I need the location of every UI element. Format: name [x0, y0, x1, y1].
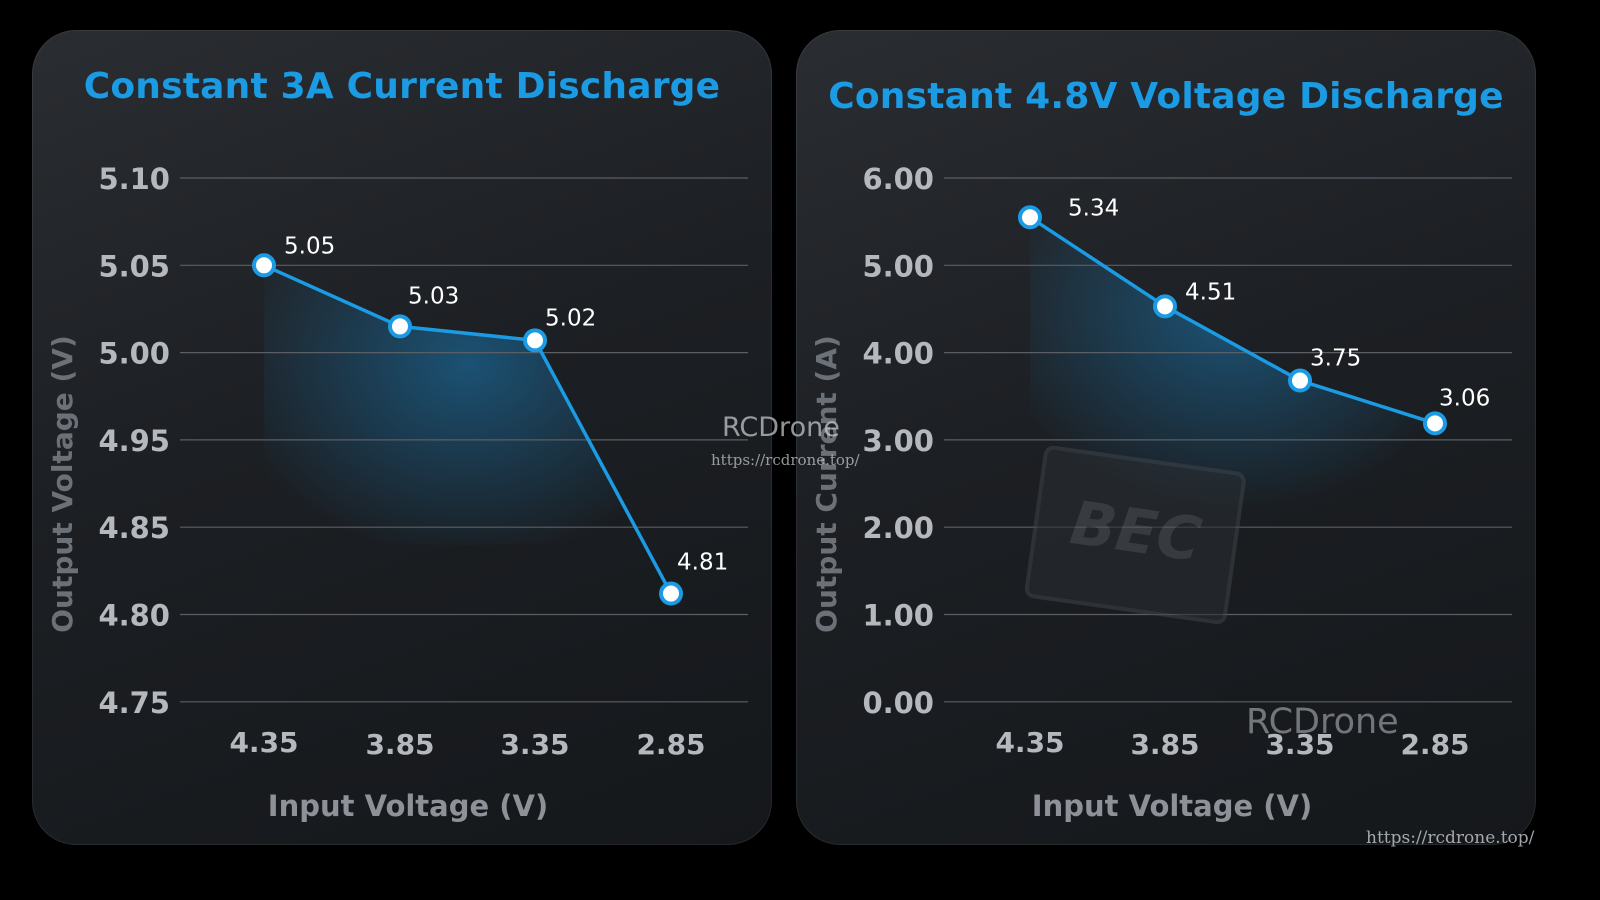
data-label: 4.81: [677, 550, 728, 576]
data-point: [523, 328, 547, 353]
y-tick-label: 5.05: [98, 249, 170, 283]
x-tick-label: 3.85: [1130, 728, 1199, 761]
y-tick-label: 5.00: [98, 337, 170, 371]
y-tick-label: 5.10: [98, 162, 170, 196]
data-label: 5.05: [284, 233, 335, 259]
series-glow-area: [264, 265, 671, 594]
data-label: 3.75: [1310, 346, 1361, 372]
y-tick-label: 6.00: [862, 162, 934, 196]
data-label: 3.06: [1439, 385, 1490, 411]
y-tick-label: 4.00: [862, 337, 934, 371]
data-point: [1423, 411, 1447, 436]
chart-panel-constant-voltage: Constant 4.8V Voltage Discharge 6.00 5.00…: [796, 30, 1536, 845]
y-tick-label: 4.75: [98, 686, 170, 720]
x-tick-label: 2.85: [1400, 728, 1469, 761]
data-label: 5.34: [1068, 195, 1119, 221]
x-tick-label: 4.35: [995, 726, 1064, 759]
bec-chip-decoration: BEC: [1024, 445, 1246, 625]
data-point: [1153, 294, 1177, 319]
chart-panel-constant-current: Constant 3A Current Discharge 5.10 5.05 5.…: [32, 30, 772, 845]
x-axis-label: Input Voltage (V): [268, 789, 548, 823]
data-point: [388, 314, 412, 339]
y-tick-label: 4.95: [98, 424, 170, 458]
y-tick-label: 3.00: [862, 424, 934, 458]
line-chart-constant-voltage: 6.00 5.00 4.00 3.00 2.00 1.00 0.00 Output Curre…: [810, 162, 1512, 823]
data-point: [659, 581, 683, 606]
x-tick-label: 2.85: [636, 728, 705, 761]
y-axis-label: Output Current (A): [810, 335, 843, 633]
watermark-brand: RCDrone: [722, 412, 840, 443]
x-tick-label: 4.35: [229, 726, 298, 759]
x-tick-label: 3.35: [1265, 728, 1334, 761]
series-line: [1029, 215, 1436, 425]
data-label: 5.03: [408, 283, 459, 309]
y-tick-label: 1.00: [862, 599, 934, 633]
watermark-url: https://rcdrone.top/: [711, 451, 860, 469]
data-label: 4.51: [1185, 279, 1236, 305]
data-label: 5.02: [545, 305, 596, 331]
chart-title: Constant 3A Current Discharge: [83, 66, 721, 107]
y-tick-label: 5.00: [862, 249, 934, 283]
data-point: [1018, 205, 1042, 230]
chart-title: Constant 4.8V Voltage Discharge: [828, 76, 1504, 117]
series-line: [263, 263, 673, 595]
y-tick-label: 4.80: [98, 599, 170, 633]
x-tick-label: 3.85: [365, 728, 434, 761]
data-point: [252, 253, 276, 278]
x-axis-label: Input Voltage (V): [1032, 789, 1312, 823]
y-tick-label: 4.85: [98, 511, 170, 545]
line-chart-constant-current: 5.10 5.05 5.00 4.95 4.85 4.80 4.75 Output Volta…: [46, 162, 748, 823]
y-tick-label: 0.00: [862, 686, 934, 720]
x-tick-label: 3.35: [500, 728, 569, 761]
watermark-url: https://rcdrone.top/: [1366, 828, 1535, 848]
watermark-brand: RCDrone: [1246, 702, 1399, 742]
data-point: [1288, 368, 1312, 393]
y-axis-label: Output Voltage (V): [46, 335, 79, 633]
y-tick-label: 2.00: [862, 511, 934, 545]
